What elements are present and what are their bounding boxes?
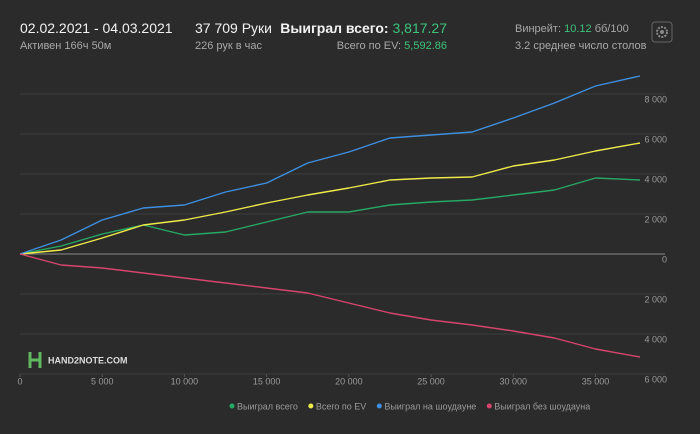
legend-swatch: [229, 403, 235, 409]
ev-label: Всего по EV:: [336, 40, 402, 52]
legend-item: Выиграл всего: [229, 401, 298, 411]
x-tick-label: 30 000: [499, 376, 527, 386]
series-line: [19, 253, 641, 358]
y-tick-label: 6 000: [644, 134, 667, 144]
settings-button[interactable]: [651, 21, 673, 43]
winrate-label: Винрейт:: [515, 23, 562, 35]
hands-per-hour: 226 рук в час: [195, 40, 263, 52]
date-range: 02.02.2021 - 04.03.2021: [20, 20, 173, 36]
won-label: Выиграл всего:: [280, 20, 389, 36]
legend-swatch: [308, 403, 314, 409]
y-tick-label: 6 000: [644, 374, 667, 384]
winrate-value: 10.12: [564, 23, 592, 35]
legend-swatch: [486, 403, 492, 409]
legend-swatch: [376, 403, 382, 409]
active-time: Активен 166ч 50м: [20, 40, 112, 52]
ev-total: Всего по EV: 5,592.86: [337, 40, 447, 52]
won-total: Выиграл всего: 3,817.27: [280, 20, 447, 36]
legend-label: Всего по EV: [316, 401, 366, 411]
y-tick-label: 8 000: [644, 94, 667, 104]
y-tick-label: 2 000: [644, 214, 667, 224]
winrate: Винрейт: 10.12 бб/100: [515, 23, 629, 35]
ev-value: 5,592.86: [404, 40, 447, 52]
grid: [20, 93, 665, 375]
x-tick-label: 25 000: [417, 376, 445, 386]
logo-text: HAND2NOTE.COM: [48, 355, 128, 365]
legend-label: Выиграл на шоудауне: [384, 401, 476, 411]
won-value: 3,817.27: [392, 20, 448, 36]
y-tick-label: 4 000: [644, 334, 667, 344]
series-line: [19, 75, 641, 255]
avg-tables: 3.2 среднее число столов: [515, 40, 647, 52]
y-tick-label: 2 000: [644, 294, 667, 304]
legend-item: Всего по EV: [308, 401, 366, 411]
series-line: [19, 177, 641, 255]
logo: HAND2NOTE.COM: [28, 352, 128, 368]
x-tick-label: 10 000: [171, 376, 199, 386]
legend-item: Выиграл на шоудауне: [376, 401, 476, 411]
x-tick-label: 5 000: [91, 376, 114, 386]
x-tick-label: 35 000: [582, 376, 610, 386]
x-tick-label: 15 000: [253, 376, 281, 386]
legend-item: Выиграл без шоудауна: [486, 401, 590, 411]
y-tick-label: 4 000: [644, 174, 667, 184]
hands: 37 709 Руки: [195, 20, 272, 36]
x-tick-label: 0: [17, 376, 22, 386]
series-line: [19, 142, 641, 255]
y-tick-label: 0: [662, 254, 667, 264]
legend-label: Выиграл без шоудауна: [494, 401, 590, 411]
winrate-unit: бб/100: [594, 23, 629, 35]
x-tick-label: 20 000: [335, 376, 363, 386]
legend-label: Выиграл всего: [237, 401, 298, 411]
